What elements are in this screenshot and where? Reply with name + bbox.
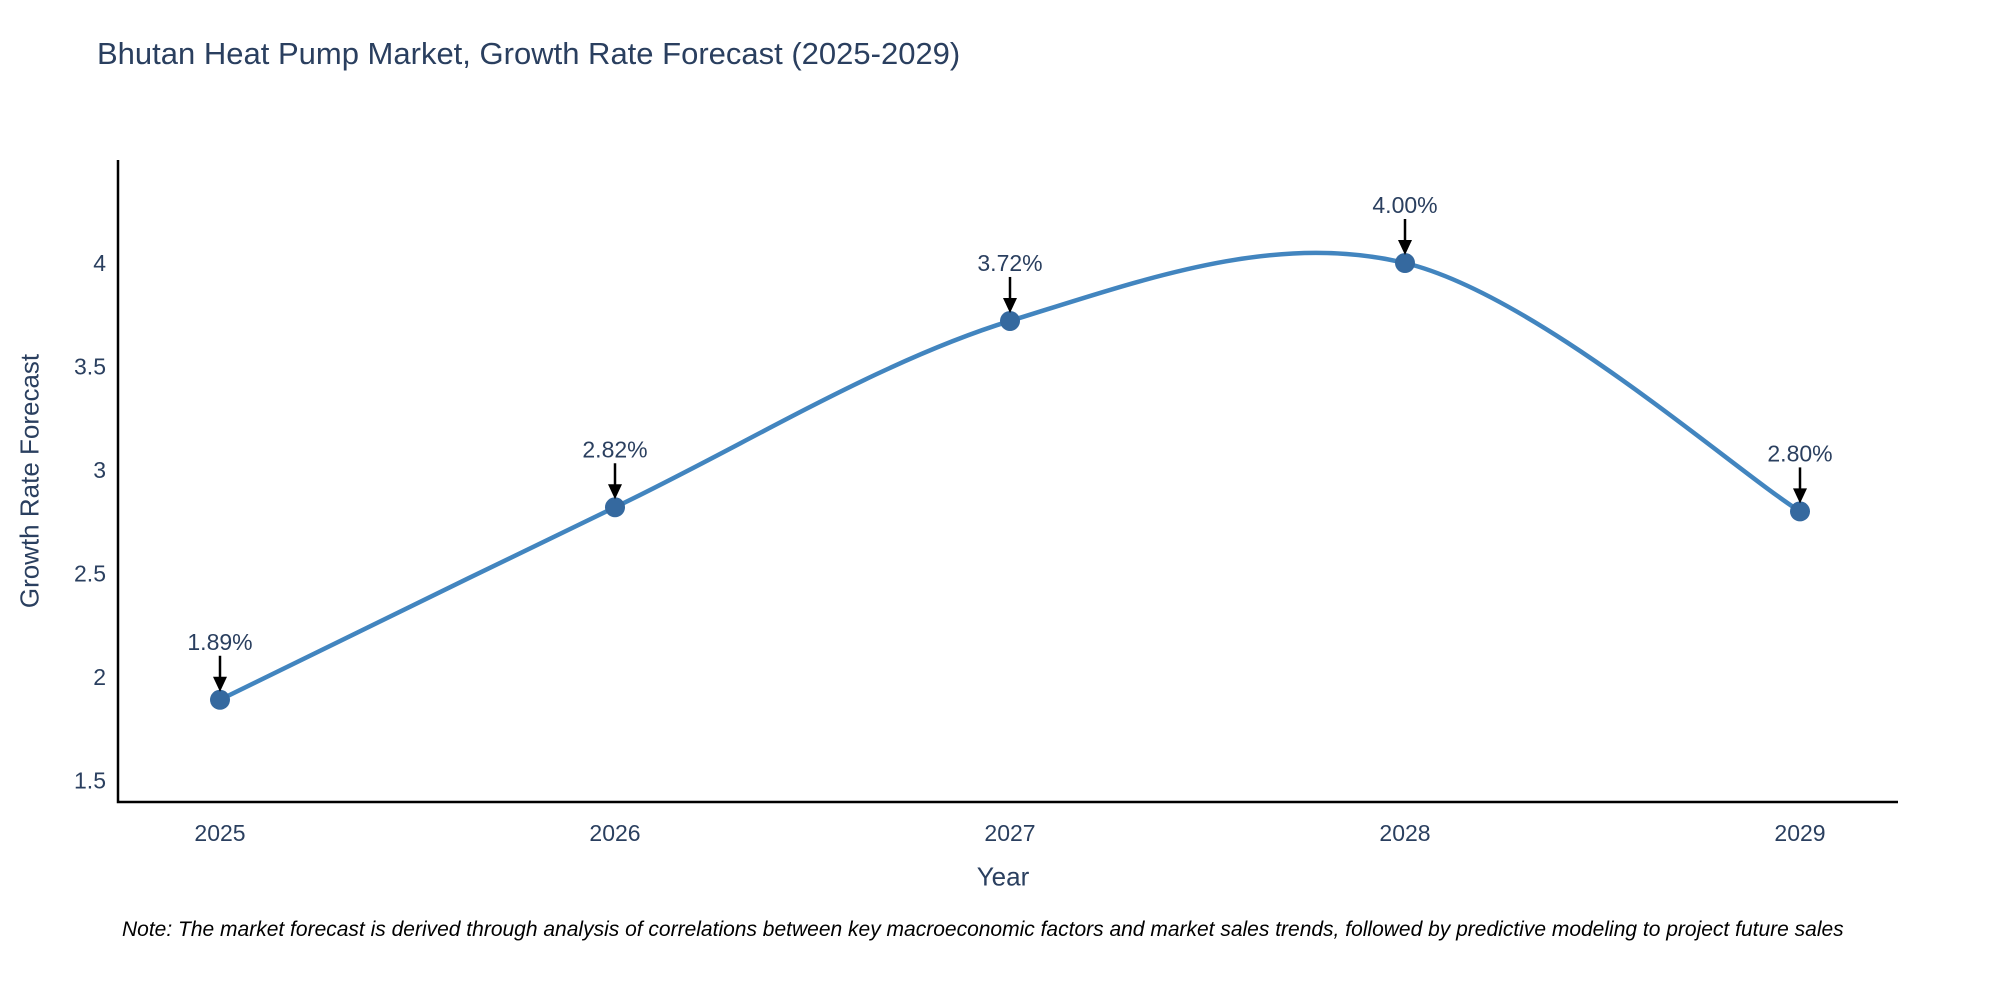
data-point-marker (1395, 253, 1415, 273)
y-tick-label: 4 (93, 250, 106, 276)
y-tick-label: 2.5 (74, 561, 106, 587)
chart-title: Bhutan Heat Pump Market, Growth Rate For… (97, 36, 961, 71)
x-tick-label: 2029 (1774, 820, 1825, 846)
annotation-arrowhead (608, 484, 622, 500)
x-axis-title: Year (976, 861, 1030, 892)
data-point-marker (605, 497, 625, 518)
x-tick-label: 2028 (1379, 820, 1430, 846)
annotation-label: 4.00% (1372, 192, 1437, 218)
annotation-label: 2.82% (582, 436, 647, 462)
data-point-marker (210, 689, 230, 710)
annotation-arrowhead (213, 676, 227, 692)
y-tick-label: 3.5 (74, 354, 106, 380)
data-point-marker (1790, 501, 1810, 522)
x-tick-label: 2025 (194, 820, 245, 846)
y-tick-label: 3 (93, 457, 106, 483)
annotation-label: 2.80% (1767, 440, 1832, 466)
annotation-arrowhead (1398, 240, 1412, 255)
footnote: Note: The market forecast is derived thr… (122, 918, 1844, 941)
annotation-arrowhead (1793, 488, 1807, 504)
y-tick-label: 1.5 (74, 768, 106, 794)
x-tick-label: 2026 (589, 820, 640, 846)
annotation-label: 1.89% (187, 629, 252, 655)
annotation-label: 3.72% (977, 250, 1042, 276)
axis-spines (116, 160, 1898, 804)
x-tick-label: 2027 (984, 820, 1035, 846)
data-point-marker (1000, 310, 1020, 331)
y-tick-label: 2 (93, 664, 106, 690)
annotation-arrowhead (1003, 297, 1017, 313)
